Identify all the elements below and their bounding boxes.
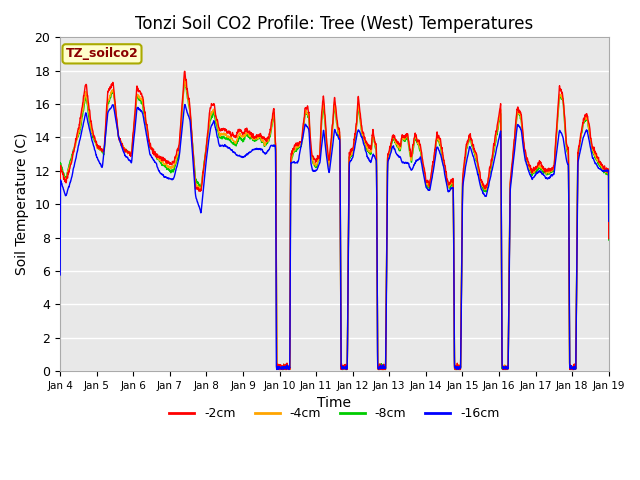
Title: Tonzi Soil CO2 Profile: Tree (West) Temperatures: Tonzi Soil CO2 Profile: Tree (West) Temp… bbox=[135, 15, 534, 33]
Y-axis label: Soil Temperature (C): Soil Temperature (C) bbox=[15, 133, 29, 276]
Text: TZ_soilco2: TZ_soilco2 bbox=[66, 48, 138, 60]
X-axis label: Time: Time bbox=[317, 396, 351, 410]
Legend: -2cm, -4cm, -8cm, -16cm: -2cm, -4cm, -8cm, -16cm bbox=[164, 402, 504, 425]
